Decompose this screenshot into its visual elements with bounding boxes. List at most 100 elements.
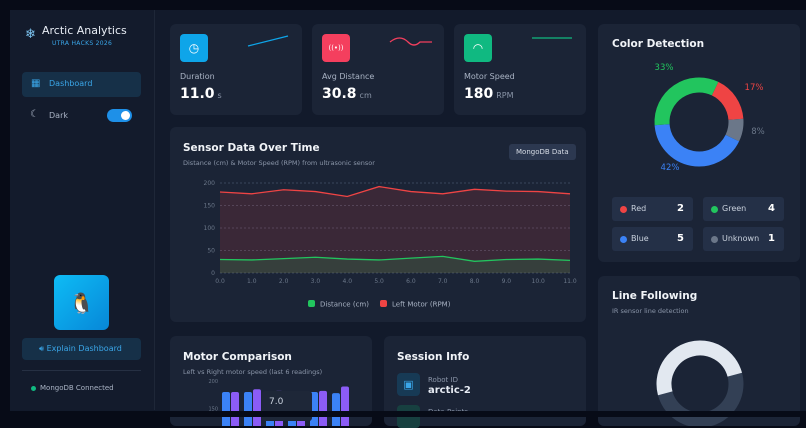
sparkline [532,37,572,39]
y-tick-label: 0 [211,270,215,277]
legend-label: Left Motor (RPM) [392,301,451,309]
connection-status: MongoDB Connected [40,384,114,392]
series-area [220,186,570,273]
color-count-chip: Blue 5 [612,227,693,251]
y-tick-label: 200 [208,379,218,385]
color-dot [620,236,627,243]
pie-slice [725,118,744,142]
stat-card: ◷ Duration 11.0 s [170,24,302,115]
penguin-icon: 🐧 [69,290,94,315]
y-tick-label: 200 [204,180,216,187]
grid-icon: ▦ [31,78,41,89]
sensor-title: Sensor Data Over Time [183,142,320,154]
pie-slice [654,123,740,167]
sparkline [389,37,432,46]
penguin-mascot[interactable]: 🐧 [54,275,109,330]
pie-pct-label: 8% [751,127,765,137]
stat-value: 30.8 cm [322,86,372,102]
theme-toggle[interactable] [107,109,132,122]
divider [22,370,141,371]
robot-id-label: Robot ID [428,376,458,384]
bar [222,392,230,426]
x-tick-label: 6.0 [406,278,416,285]
color-dot [620,206,627,213]
explain-label: Explain Dashboard [46,344,122,353]
line-donut [656,340,744,426]
x-tick-label: 8.0 [470,278,480,285]
x-tick-label: 2.0 [279,278,289,285]
line-subtitle: IR sensor line detection [612,307,689,315]
snowflake-icon: ❄ [25,27,36,42]
moon-icon: ☾ [30,109,39,120]
color-count-chip: Green 4 [703,197,784,221]
pie-pct-label: 42% [661,163,680,173]
mongodb-data-button[interactable]: MongoDB Data [509,144,576,160]
motor-subtitle: Left vs Right motor speed (last 6 readin… [183,368,323,376]
color-donut: 17% 8% 42% 33% [654,63,765,173]
session-title: Session Info [397,351,470,363]
theme-label: Dark [49,111,68,120]
sensor-subtitle: Distance (cm) & Motor Speed (RPM) from u… [183,159,375,167]
sensor-card: Sensor Data Over Time Distance (cm) & Mo… [170,127,586,322]
color-detection-card: Color Detection 17% 8% 42% 33% Red 2 Green 4 Bl… [598,24,800,262]
series-area [220,256,570,273]
bar [231,392,239,426]
status-dot [31,386,36,391]
sidebar-item-label: Dashboard [49,79,93,88]
bar [341,386,349,426]
y-tick-label: 50 [207,248,215,255]
robot-id-value: arctic-2 [428,385,471,396]
stat-card: ◠ Motor Speed 180 RPM [454,24,586,115]
x-tick-label: 10.0 [532,278,546,285]
y-tick-label: 100 [204,225,216,232]
bar [244,392,252,426]
sparkline [247,35,289,47]
x-tick-label: 9.0 [502,278,512,285]
x-tick-label: 4.0 [342,278,352,285]
bottom-edge [0,411,806,417]
app-subtitle: UTRA HACKS 2026 [52,40,113,47]
legend-label: Distance (cm) [320,301,369,309]
x-tick-label: 5.0 [374,278,384,285]
explain-dashboard-button[interactable]: 🔊︎ Explain Dashboard [22,338,141,360]
sidebar-item-dashboard[interactable]: ▦ Dashboard [22,72,141,97]
color-dot [711,206,718,213]
sensor-chart: 0 50 100 150 200 0.0 1.0 2.0 3.0 4.0 5.0 6.0 7.0 8.0 9… [204,180,577,309]
color-dot [711,236,718,243]
stat-label: Duration [180,72,215,81]
bar [332,393,340,426]
donut-segment [656,340,743,396]
pie-slice [654,77,719,126]
clock-icon: ◷ [180,34,208,62]
stat-label: Avg Distance [322,72,375,81]
x-tick-label: 11.0 [563,278,577,285]
gauge-icon: ◠ [464,34,492,62]
legend-swatch [308,300,315,307]
pie-pct-label: 17% [745,83,764,93]
chip-icon: ▣ [397,373,420,396]
pie-pct-label: 33% [655,63,674,73]
signal-icon: ((•)) [322,34,350,62]
bar [253,389,261,426]
color-count-chip: Unknown 1 [703,227,784,251]
y-tick-label: 150 [204,203,216,210]
series-line [219,255,571,262]
stat-value: 180 RPM [464,86,514,102]
x-tick-label: 7.0 [438,278,448,285]
y-tick-label: 150 [208,407,218,413]
x-tick-label: 0.0 [215,278,225,285]
series-line [219,185,571,198]
color-count-chip: Red 2 [612,197,693,221]
legend-swatch [380,300,387,307]
stat-label: Motor Speed [464,72,515,81]
app-title: Arctic Analytics [42,24,127,37]
stat-value: 11.0 s [180,86,222,102]
stat-card: ((•)) Avg Distance 30.8 cm [312,24,444,115]
color-title: Color Detection [612,38,705,50]
x-tick-label: 3.0 [311,278,321,285]
line-title: Line Following [612,290,698,302]
speaker-icon: 🔊︎ [39,344,47,353]
line-following-card: Line Following IR sensor line detection [598,276,800,426]
motor-title: Motor Comparison [183,351,292,363]
x-tick-label: 1.0 [247,278,257,285]
